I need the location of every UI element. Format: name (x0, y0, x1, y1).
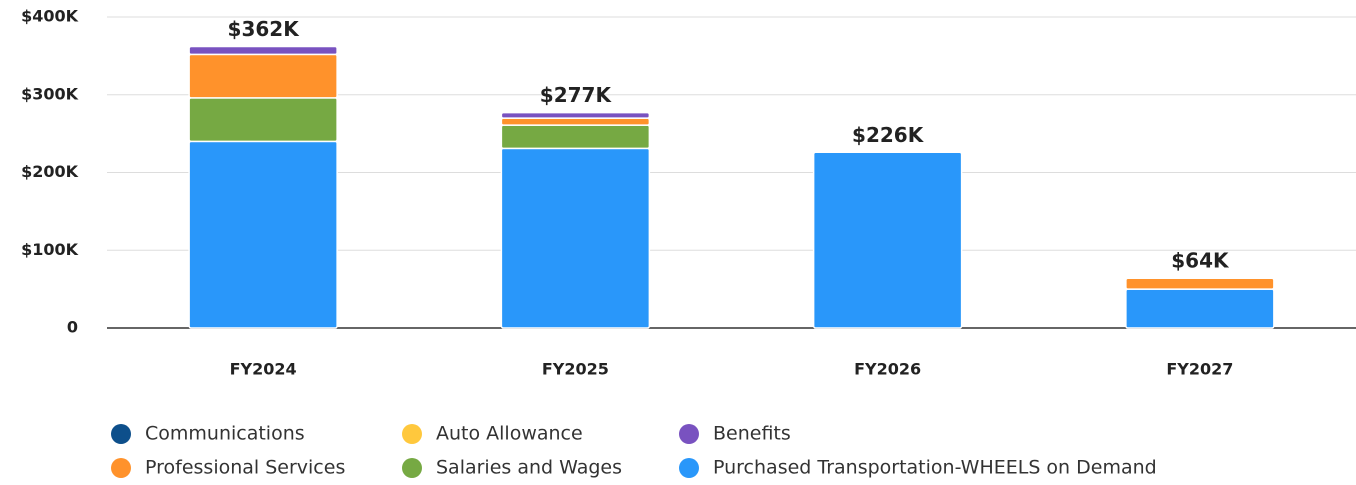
legend-swatch (679, 458, 699, 478)
x-tick-label: FY2025 (542, 360, 609, 379)
legend-swatch (111, 424, 131, 444)
legend-label: Benefits (713, 423, 791, 445)
total-label: $362K (228, 17, 301, 41)
legend-swatch (402, 424, 422, 444)
bar-segment (812, 151, 963, 329)
legend-label: Communications (145, 423, 305, 445)
bar-segment (1125, 288, 1275, 329)
legend-swatch (679, 424, 699, 444)
bar-segment (188, 140, 338, 329)
y-tick-label: $200K (21, 162, 79, 181)
y-tick-label: 0 (67, 318, 78, 337)
total-label: $277K (540, 83, 613, 107)
total-label: $226K (852, 123, 925, 147)
legend-label: Professional Services (145, 457, 345, 479)
total-label: $64K (1171, 249, 1230, 273)
bar-segment (188, 97, 338, 143)
bar-segment (500, 124, 651, 150)
y-tick-label: $300K (21, 84, 79, 103)
legend-label: Purchased Transportation-WHEELS on Deman… (713, 457, 1157, 479)
x-tick-label: FY2024 (230, 360, 297, 379)
y-tick-label: $400K (21, 7, 79, 26)
y-tick-label: $100K (21, 240, 79, 259)
bar-segment (500, 147, 651, 329)
bar-segment (500, 117, 651, 126)
bar-segment (1125, 277, 1275, 290)
legend-label: Salaries and Wages (436, 457, 622, 479)
legend-swatch (111, 458, 131, 478)
legend-label: Auto Allowance (436, 423, 583, 445)
bar-segment (188, 45, 338, 56)
bar-segment (500, 111, 651, 119)
x-tick-label: FY2027 (1166, 360, 1233, 379)
x-tick-label: FY2026 (854, 360, 921, 379)
legend-swatch (402, 458, 422, 478)
bar-segment (188, 53, 338, 99)
